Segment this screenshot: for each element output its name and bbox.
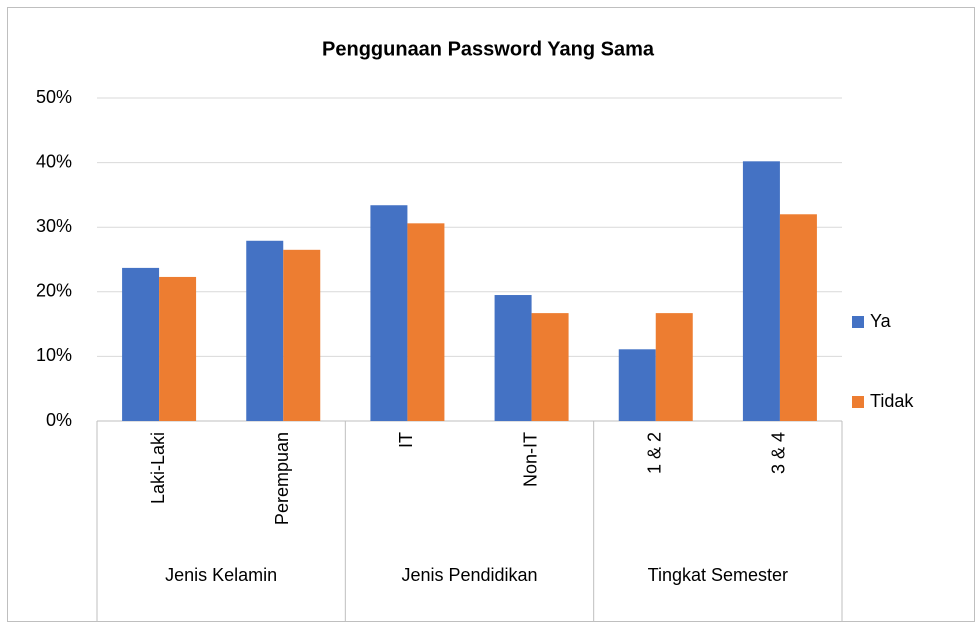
y-tick-label: 30% [36,216,72,236]
group-label: Jenis Pendidikan [401,565,537,585]
chart-title: Penggunaan Password Yang Sama [322,38,655,60]
bar [531,313,569,421]
bar [159,276,197,421]
legend-label: Ya [870,311,892,331]
group-label: Tingkat Semester [648,565,788,585]
bar [246,240,284,421]
bar [370,205,408,421]
bar [122,267,160,421]
legend-swatch [852,316,864,328]
bar [407,223,445,421]
bar [779,214,817,421]
x-tick-label: IT [396,432,416,448]
x-tick-label: Laki-Laki [148,432,168,504]
group-label: Jenis Kelamin [165,565,277,585]
y-tick-label: 40% [36,151,72,171]
x-tick-label: 3 & 4 [769,432,789,474]
x-tick-label: Non-IT [520,432,540,487]
bar [618,349,656,421]
y-tick-label: 0% [46,410,72,430]
x-tick-label: Perempuan [272,432,292,525]
bar [655,313,693,421]
x-tick-label: 1 & 2 [645,432,665,474]
y-tick-label: 20% [36,281,72,301]
legend-swatch [852,396,864,408]
legend-label: Tidak [870,391,914,411]
y-tick-label: 50% [36,87,72,107]
y-tick-label: 10% [36,345,72,365]
bar [283,249,321,421]
bar [742,161,780,422]
bar [494,295,532,421]
